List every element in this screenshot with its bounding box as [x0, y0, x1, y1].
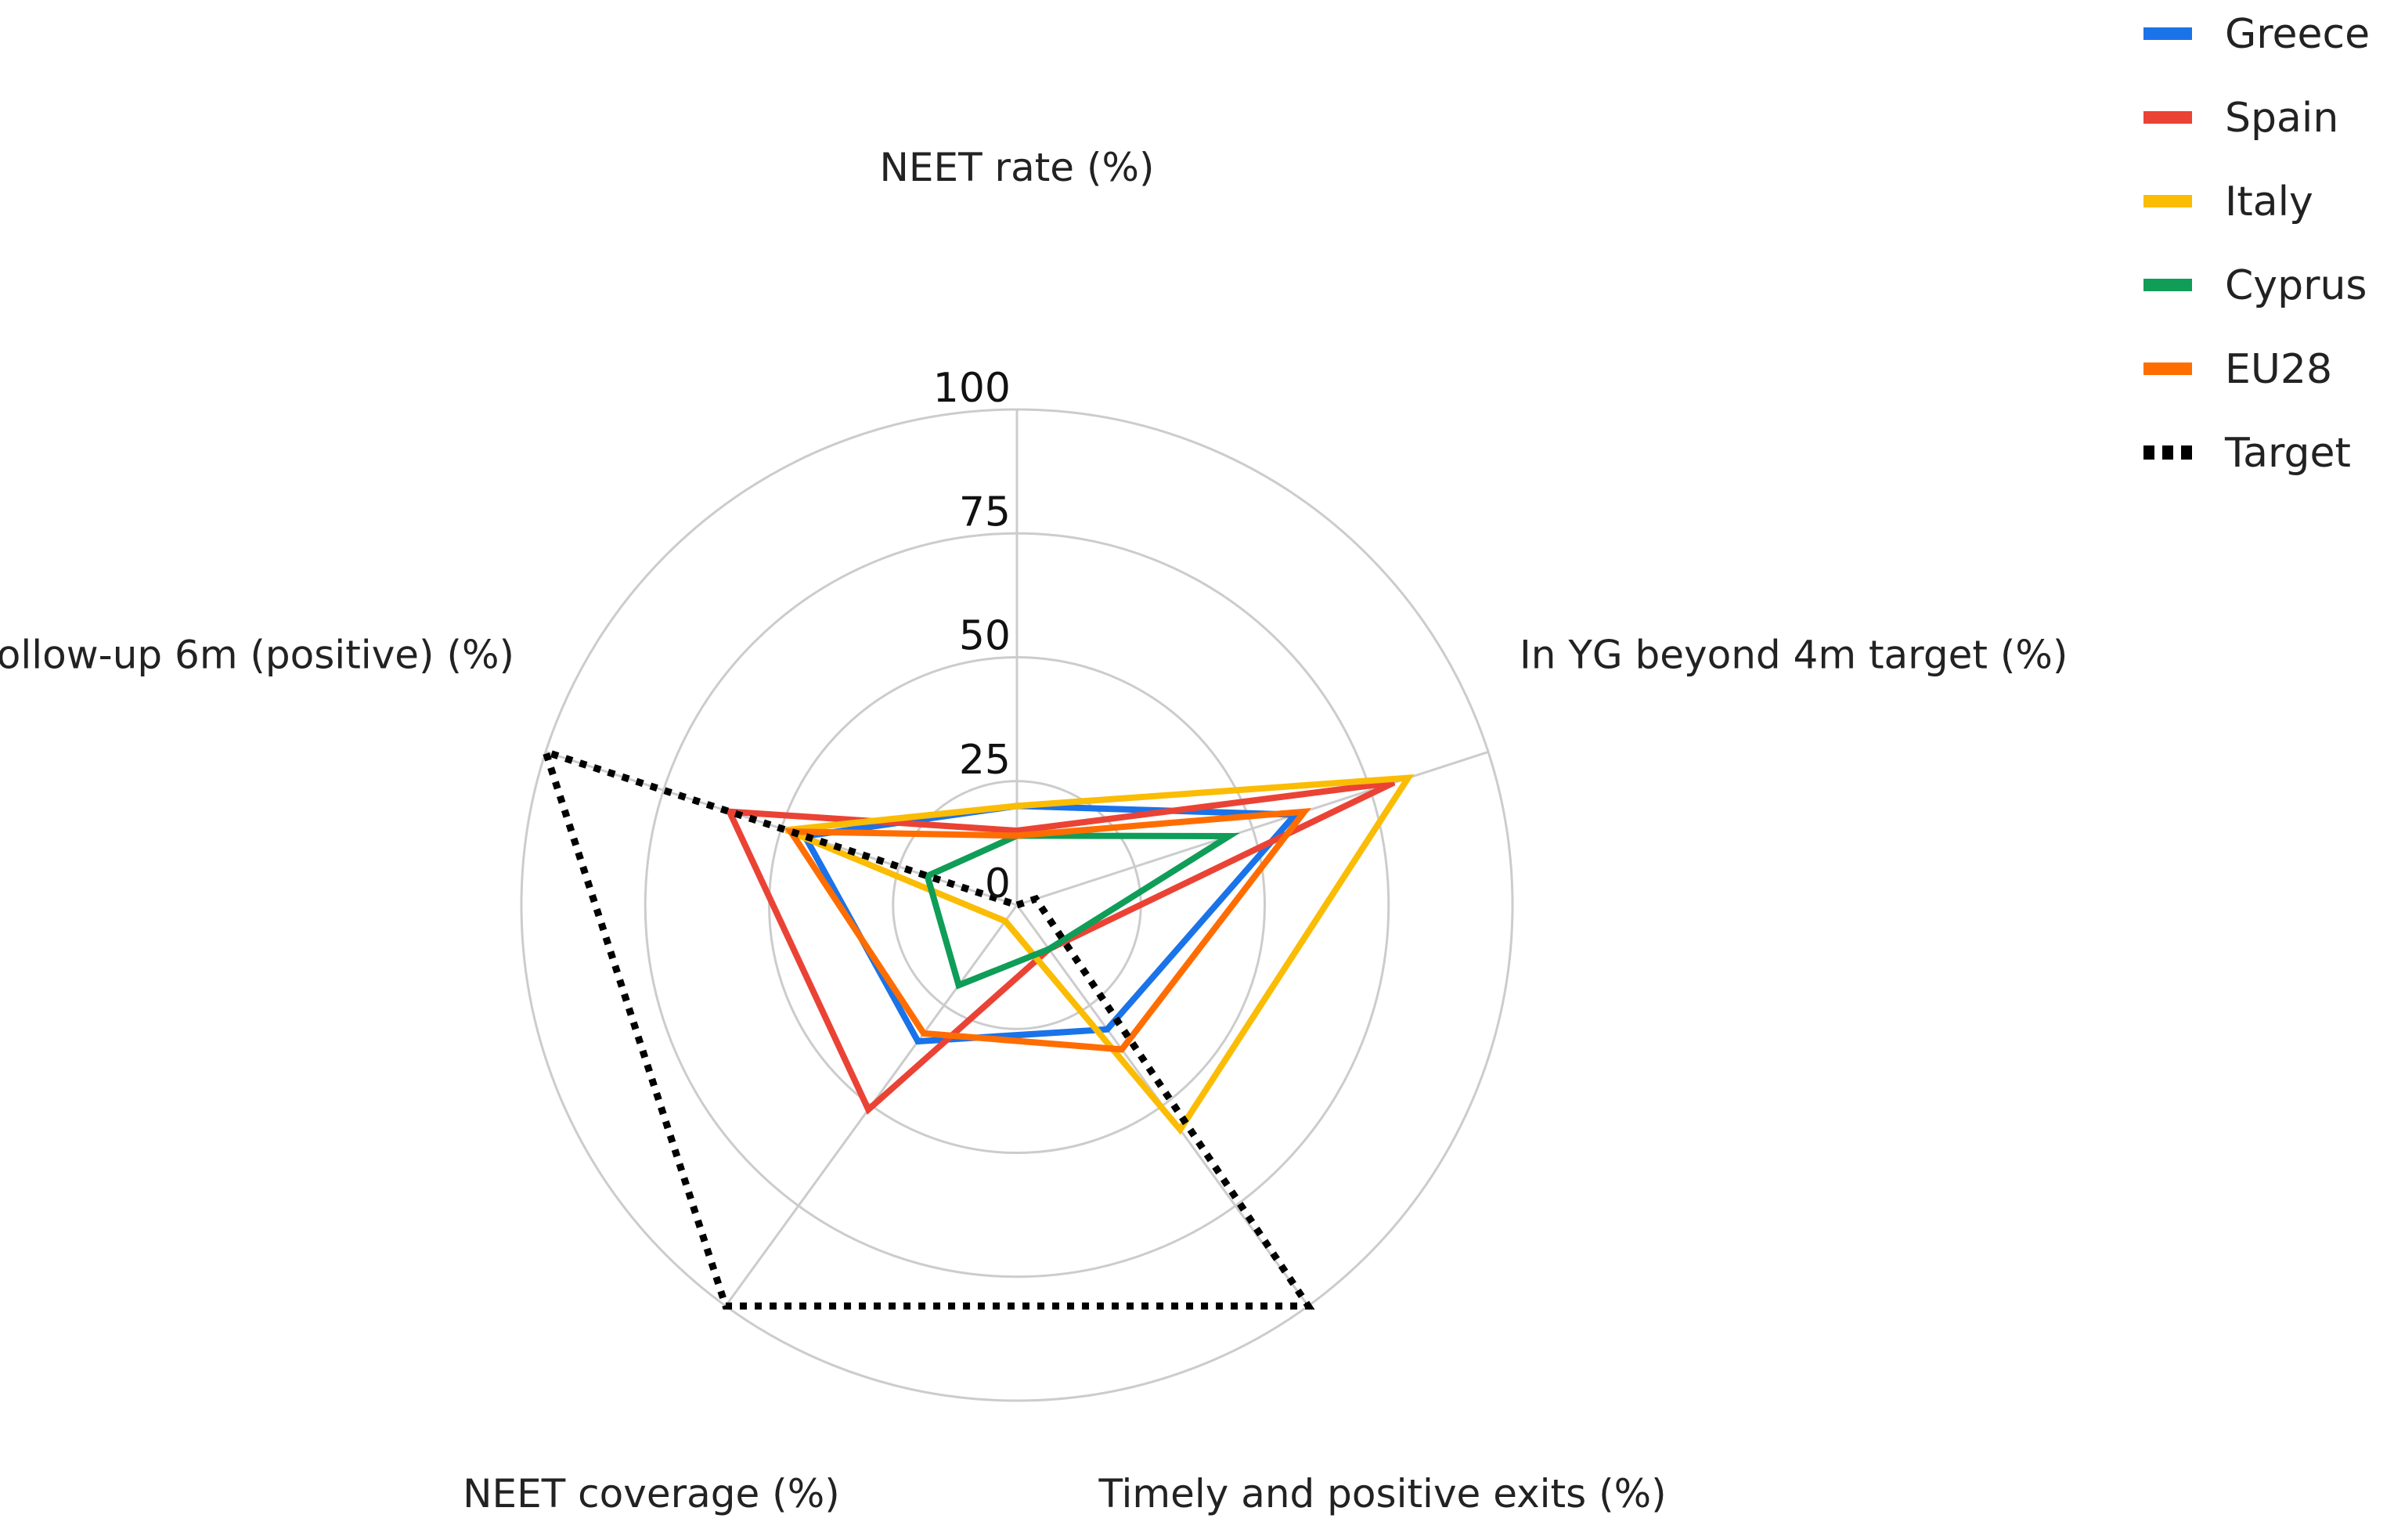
- tick-label-50: 50: [959, 613, 1011, 660]
- legend-item-cyprus[interactable]: Cyprus: [2143, 262, 2367, 309]
- legend-item-italy[interactable]: Italy: [2143, 179, 2313, 225]
- radar-tick-labels: 0 25 50 75 100: [933, 365, 1011, 907]
- series-line-eu28: [784, 807, 1311, 1053]
- legend-label: EU28: [2225, 346, 2332, 393]
- axis-label-4: NEET coverage (%): [463, 1471, 840, 1517]
- legend-swatch-dot: [2181, 445, 2192, 460]
- tick-label-75: 75: [959, 489, 1011, 536]
- legend-item-eu28[interactable]: EU28: [2143, 346, 2332, 393]
- series-line-spain: [724, 779, 1396, 1115]
- legend-item-spain[interactable]: Spain: [2143, 95, 2338, 142]
- tick-label-100: 100: [933, 365, 1011, 412]
- tick-label-25: 25: [959, 737, 1011, 784]
- axis-label-2: In YG beyond 4m target (%): [1520, 632, 2068, 677]
- legend-item-target[interactable]: Target: [2143, 430, 2351, 477]
- radar-series: [539, 746, 1415, 1310]
- radar-axis-labels: NEET rate (%) In YG beyond 4m target (%) T…: [0, 145, 2068, 1517]
- axis-label-5: Follow-up 6m (positive) (%): [0, 632, 514, 677]
- legend-swatch-dot: [2143, 445, 2154, 460]
- legend-swatch: [2143, 111, 2192, 124]
- legend-label: Spain: [2225, 95, 2338, 142]
- tick-label-0: 0: [985, 860, 1011, 907]
- legend-item-greece[interactable]: Greece: [2143, 11, 2370, 58]
- series-line-cyprus: [923, 832, 1240, 990]
- series-line-target: [539, 746, 1315, 1310]
- legend-swatch: [2143, 195, 2192, 207]
- legend-label: Italy: [2225, 179, 2313, 225]
- axis-label-1: NEET rate (%): [879, 145, 1154, 190]
- legend-swatch-dot: [2162, 445, 2173, 460]
- series-line-italy: [784, 774, 1415, 1135]
- axis-label-3: Timely and positive exits (%): [1098, 1471, 1666, 1517]
- legend-label: Target: [2224, 430, 2351, 477]
- legend-swatch: [2143, 279, 2192, 291]
- legend-swatch: [2143, 27, 2192, 40]
- legend-label: Cyprus: [2225, 262, 2367, 309]
- legend-swatch: [2143, 362, 2192, 375]
- legend: Greece Spain Italy Cyprus EU28 Target: [2143, 11, 2370, 477]
- legend-label: Greece: [2225, 11, 2370, 58]
